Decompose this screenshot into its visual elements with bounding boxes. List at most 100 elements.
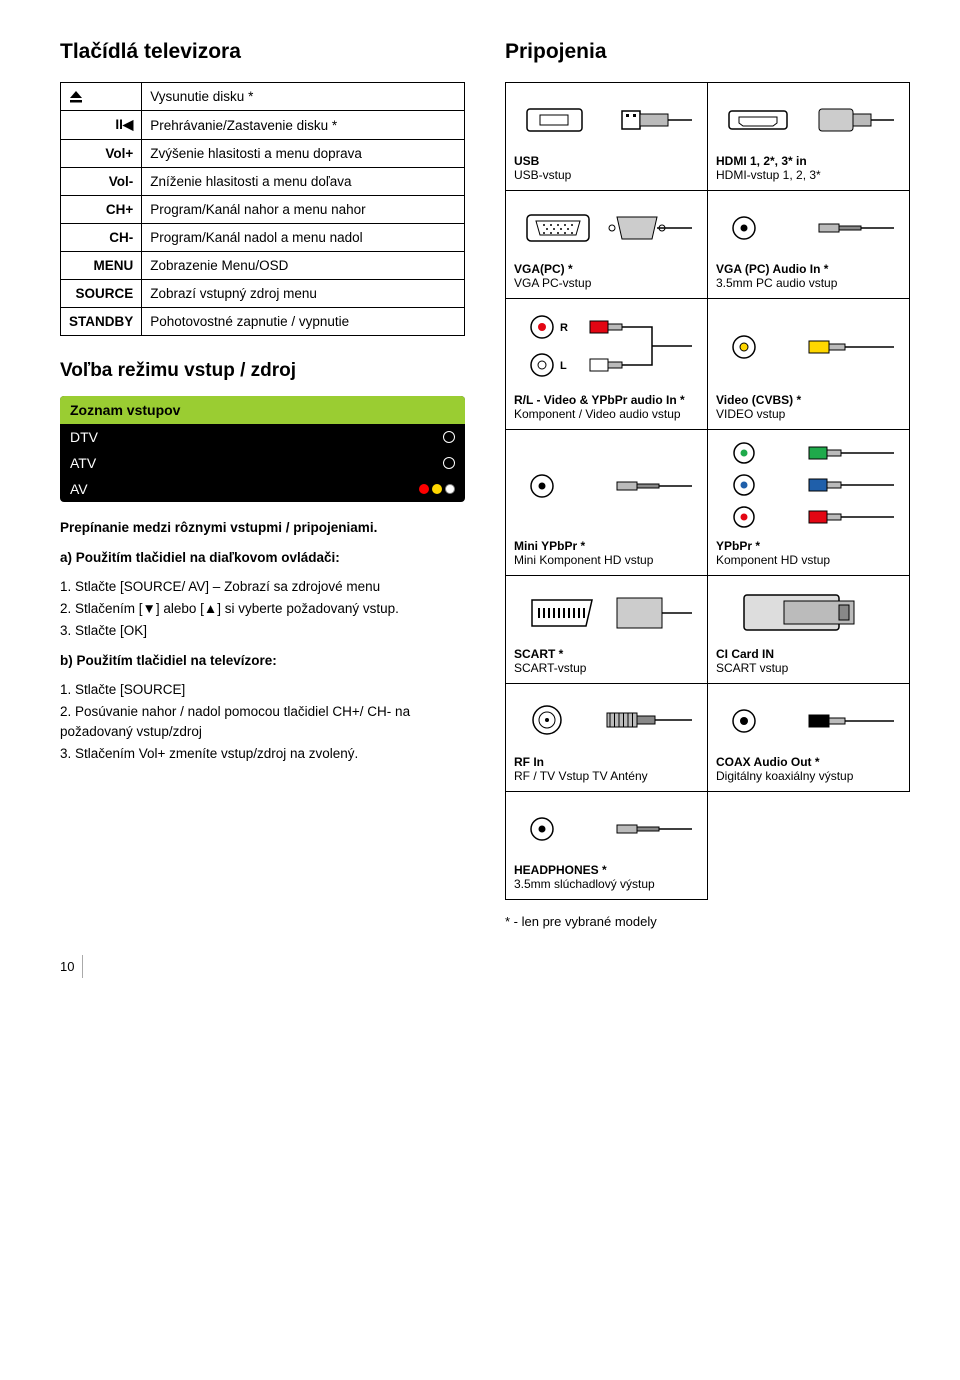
button-key: II◀ (61, 111, 142, 140)
connection-sublabel: 3.5mm slúchadlový výstup (514, 877, 699, 891)
button-key: SOURCE (61, 280, 142, 308)
connection-icon (514, 438, 699, 533)
connection-cell: CI Card IN SCART vstup (708, 576, 910, 684)
right-title: Pripojenia (505, 40, 910, 64)
button-desc: Vysunutie disku * (142, 83, 465, 111)
button-desc: Program/Kanál nadol a menu nadol (142, 224, 465, 252)
svg-text:L: L (560, 360, 567, 372)
connection-cell: USB USB-vstup (506, 83, 708, 191)
connection-cell: YPbPr * Komponent HD vstup (708, 430, 910, 576)
connection-icon (716, 199, 901, 256)
table-row: SOURCEZobrazí vstupný zdroj menu (61, 280, 465, 308)
connection-sublabel: USB-vstup (514, 168, 699, 182)
switching-line: Prepínanie medzi rôznymi vstupmi / pripo… (60, 518, 465, 538)
footnote: * - len pre vybrané modely (505, 914, 910, 929)
connection-sublabel: VIDEO vstup (716, 407, 901, 421)
section-a-list: 1. Stlačte [SOURCE/ AV] – Zobrazí sa zdr… (60, 577, 465, 642)
osd-row-label: DTV (70, 429, 98, 445)
connection-icon (716, 91, 901, 148)
button-desc: Program/Kanál nahor a menu nahor (142, 196, 465, 224)
button-key: CH- (61, 224, 142, 252)
connection-icon (514, 584, 699, 641)
connection-cell: R L R/L - Video & YPbPr audio In * Kompo… (506, 299, 708, 430)
table-row: Vol+Zvýšenie hlasitosti a menu doprava (61, 140, 465, 168)
button-key: STANDBY (61, 308, 142, 336)
section-b-list: 1. Stlačte [SOURCE]2. Posúvanie nahor / … (60, 680, 465, 765)
connection-label: VGA (PC) Audio In * (716, 262, 901, 276)
connection-icon (716, 692, 901, 749)
osd-row-label: AV (70, 481, 88, 497)
list-item: 1. Stlačte [SOURCE] (60, 680, 465, 700)
connection-label: USB (514, 154, 699, 168)
connection-label: CI Card IN (716, 647, 901, 661)
connection-icon (514, 800, 699, 857)
connection-icon (716, 438, 901, 533)
list-item: 3. Stlačením Vol+ zmeníte vstup/zdroj na… (60, 744, 465, 764)
connection-sublabel: HDMI-vstup 1, 2, 3* (716, 168, 901, 182)
button-desc: Zvýšenie hlasitosti a menu doprava (142, 140, 465, 168)
table-row: CH-Program/Kanál nadol a menu nadol (61, 224, 465, 252)
button-desc: Zobrazenie Menu/OSD (142, 252, 465, 280)
connection-sublabel: VGA PC-vstup (514, 276, 699, 290)
osd-row: AV (60, 476, 465, 502)
button-key (61, 83, 142, 111)
button-desc: Zobrazí vstupný zdroj menu (142, 280, 465, 308)
connection-label: COAX Audio Out * (716, 755, 901, 769)
connection-label: YPbPr * (716, 539, 901, 553)
connection-sublabel: RF / TV Vstup TV Antény (514, 769, 699, 783)
table-row: CH+Program/Kanál nahor a menu nahor (61, 196, 465, 224)
connection-label: R/L - Video & YPbPr audio In * (514, 393, 699, 407)
connection-sublabel: Komponent HD vstup (716, 553, 901, 567)
connection-cell: COAX Audio Out * Digitálny koaxiálny výs… (708, 684, 910, 792)
section-a-title: a) Použitím tlačidiel na diaľkovom ovlád… (60, 548, 465, 568)
connection-label: HDMI 1, 2*, 3* in (716, 154, 901, 168)
button-key: Vol+ (61, 140, 142, 168)
connection-icon (514, 199, 699, 256)
connection-label: SCART * (514, 647, 699, 661)
osd-menu: Zoznam vstupov DTV ATV AV (60, 396, 465, 502)
connection-sublabel: Mini Komponent HD vstup (514, 553, 699, 567)
tv-buttons-table: Vysunutie disku *II◀Prehrávanie/Zastaven… (60, 82, 465, 336)
list-item: 2. Posúvanie nahor / nadol pomocou tlači… (60, 702, 465, 743)
button-key: Vol- (61, 168, 142, 196)
connection-cell: Video (CVBS) * VIDEO vstup (708, 299, 910, 430)
connection-icon: R L (514, 307, 699, 387)
connection-sublabel: Komponent / Video audio vstup (514, 407, 699, 421)
osd-row: ATV (60, 450, 465, 476)
connection-label: HEADPHONES * (514, 863, 699, 877)
connection-cell: SCART * SCART-vstup (506, 576, 708, 684)
table-row: MENUZobrazenie Menu/OSD (61, 252, 465, 280)
table-row: STANDBYPohotovostné zapnutie / vypnutie (61, 308, 465, 336)
button-desc: Pohotovostné zapnutie / vypnutie (142, 308, 465, 336)
table-row: Vol-Zníženie hlasitosti a menu doľava (61, 168, 465, 196)
list-item: 2. Stlačením [▼] alebo [▲] si vyberte po… (60, 599, 465, 619)
connection-icon (514, 91, 699, 148)
connection-cell: HEADPHONES * 3.5mm slúchadlový výstup (506, 792, 708, 900)
connections-grid: USB USB-vstup HDMI 1, 2*, 3* in HDMI-vst… (505, 82, 910, 900)
section-b-title: b) Použitím tlačidiel na televízore: (60, 651, 465, 671)
connection-cell: Mini YPbPr * Mini Komponent HD vstup (506, 430, 708, 576)
connection-label: Mini YPbPr * (514, 539, 699, 553)
connection-icon (716, 584, 901, 641)
button-key: MENU (61, 252, 142, 280)
connection-sublabel: 3.5mm PC audio vstup (716, 276, 901, 290)
button-desc: Zníženie hlasitosti a menu doľava (142, 168, 465, 196)
osd-row: DTV (60, 424, 465, 450)
table-row: II◀Prehrávanie/Zastavenie disku * (61, 111, 465, 140)
svg-text:R: R (560, 322, 568, 334)
connection-cell: VGA(PC) * VGA PC-vstup (506, 191, 708, 299)
connection-sublabel: SCART vstup (716, 661, 901, 675)
osd-row-label: ATV (70, 455, 96, 471)
connection-sublabel: Digitálny koaxiálny výstup (716, 769, 901, 783)
connection-icon (716, 307, 901, 387)
osd-header: Zoznam vstupov (60, 396, 465, 424)
connection-sublabel: SCART-vstup (514, 661, 699, 675)
connection-cell: HDMI 1, 2*, 3* in HDMI-vstup 1, 2, 3* (708, 83, 910, 191)
left-title-1: Tlačídlá televizora (60, 40, 465, 64)
connection-cell: VGA (PC) Audio In * 3.5mm PC audio vstup (708, 191, 910, 299)
list-item: 1. Stlačte [SOURCE/ AV] – Zobrazí sa zdr… (60, 577, 465, 597)
button-key: CH+ (61, 196, 142, 224)
connection-label: VGA(PC) * (514, 262, 699, 276)
connection-cell: RF In RF / TV Vstup TV Antény (506, 684, 708, 792)
connection-label: Video (CVBS) * (716, 393, 901, 407)
